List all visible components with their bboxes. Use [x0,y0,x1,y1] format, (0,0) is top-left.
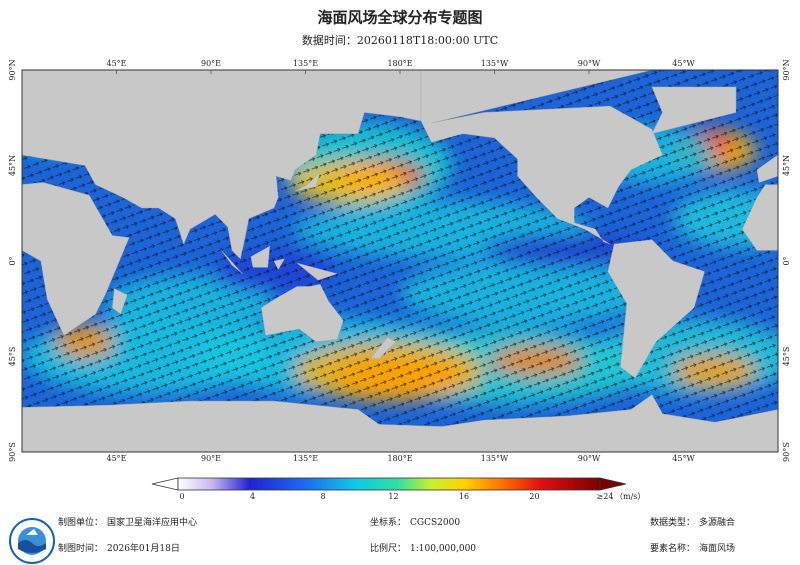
subtitle: 数据时间：20260118T18:00:00 UTC [302,33,498,47]
lat-label-left: 90°S [8,442,17,462]
footer-item: 比例尺： 1:100,000,000 [370,542,476,554]
landmass [742,184,778,251]
landmass [420,70,663,245]
colorbar-tick-label: 0 [179,492,184,501]
landmass [294,171,321,192]
lat-label-left: 90°N [8,59,17,80]
colorbar-tick-label: 8 [320,492,325,501]
colorbar-tick-label: 12 [388,492,398,501]
footer-item: 制图单位： 国家卫星海洋应用中心 [58,516,197,528]
lon-label-top: 90°W [578,59,601,68]
colorbar-max-label: ≥24 [597,492,614,501]
wind-map [22,70,778,452]
lon-label-top: 135°E [293,59,318,68]
landmass [273,258,286,271]
landmass [296,262,338,281]
lon-label-bottom: 45°W [672,454,695,463]
landmass [651,86,737,135]
footer-value: 1:100,000,000 [410,544,476,554]
lon-label-top: 90°E [201,59,221,68]
lon-label-bottom: 45°E [106,454,126,463]
landmass [607,239,705,379]
colorbar-min-arrow [151,477,179,491]
landmass [22,394,778,452]
colorbar-bar [177,477,601,491]
colorbar-max-arrow [599,477,627,491]
lon-label-bottom: 90°E [201,454,221,463]
lat-label-right: 90°S [782,442,791,462]
lon-label-bottom: 180°E [387,454,412,463]
footer-value: 2026年01月18日 [107,542,180,554]
colorbar-unit: （m/s） [615,492,645,501]
landmass [221,250,243,274]
landmass [261,284,344,342]
landmass [22,70,422,260]
footer-value: 国家卫星海洋应用中心 [107,516,197,528]
title: 海面风场全球分布专题图 [317,9,482,27]
footer-label: 比例尺： [370,542,406,554]
lat-label-right: 90°N [782,59,791,80]
landmass [22,182,130,336]
logo [9,518,55,564]
landmass [112,288,128,315]
lat-label-left: 45°N [8,155,17,176]
lon-label-top: 180°E [387,59,412,68]
lon-label-top: 45°E [106,59,126,68]
lat-label-right: 45°S [782,347,791,367]
lon-label-bottom: 135°W [481,454,509,463]
colorbar-tick-label: 16 [459,492,469,501]
lon-label-top: 135°W [481,59,509,68]
footer-label: 制图时间： [58,542,103,554]
footer-label: 坐标系： [370,516,406,528]
lat-label-left: 45°S [8,347,17,367]
colorbar [151,477,627,491]
footer-value: 海面风场 [699,542,735,554]
footer-item: 坐标系： CGCS2000 [370,516,460,528]
footer-label: 数据类型： [650,516,695,528]
lat-label-left: 0° [8,256,17,265]
lat-label-right: 45°N [782,155,791,176]
landmass [756,154,778,183]
footer-value: CGCS2000 [410,518,460,528]
land [22,70,778,452]
footer-item: 制图时间： 2026年01月18日 [58,542,180,554]
landmass [250,245,271,268]
landmass [370,337,397,359]
lon-label-bottom: 135°E [293,454,318,463]
footer-value: 多源融合 [699,516,735,528]
footer-item: 数据类型： 多源融合 [650,516,735,528]
footer-label: 要素名称： [650,542,695,554]
footer-item: 要素名称： 海面风场 [650,542,735,554]
colorbar-tick-label: 20 [529,492,539,501]
colorbar-tick-label: 4 [250,492,255,501]
lon-label-bottom: 90°W [578,454,601,463]
lon-label-top: 45°W [672,59,695,68]
lat-label-right: 0° [782,256,791,265]
footer-label: 制图单位： [58,516,103,528]
